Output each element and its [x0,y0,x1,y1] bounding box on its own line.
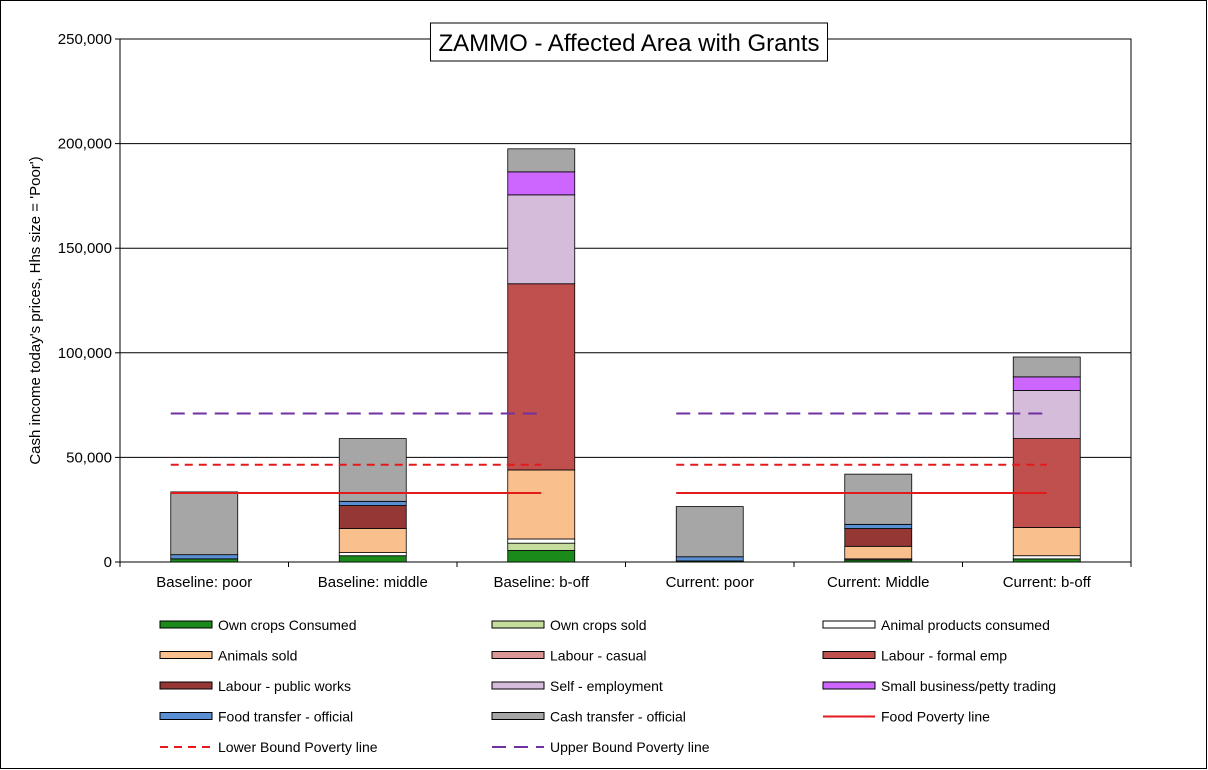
bar-segment [338,555,407,563]
bar-segment [507,542,576,551]
legend-label: Lower Bound Poverty line [218,739,378,755]
bar-segment [844,545,913,560]
bar-segment [1012,390,1081,439]
chart-title: ZAMMO - Affected Area with Grants [438,30,819,57]
x-tick-label: Current: Middle [827,574,930,591]
bar-segment [675,556,744,562]
legend-swatch [159,651,213,659]
bar-segment [507,469,576,540]
axes: 0 50,000 100,000 150,000 200,000 250,000 Basel… [58,31,1132,591]
legend: Own crops Consumed Own crops sold Animal p… [159,617,1056,755]
y-tick-label: 250,000 [58,31,112,48]
legend-swatch [491,712,545,720]
y-tick-label: 50,000 [66,449,112,466]
x-tick-label: Baseline: middle [318,574,428,591]
x-tick-label: Baseline: poor [156,574,252,591]
bar-segment [507,538,576,544]
bar-segment [338,528,407,553]
bar-segment [1012,356,1081,378]
legend-label: Animals sold [218,648,297,664]
legend-label: Own crops Consumed [218,617,357,633]
y-tick-label: 150,000 [58,240,112,257]
poverty-lines [170,412,1047,494]
y-axis-title: Cash income today's prices, Hhs size = '… [27,156,44,464]
x-tick-label: Baseline: b-off [493,574,589,591]
legend-label: Labour - public works [218,678,351,694]
legend-label: Small business/petty trading [881,678,1056,694]
legend-label: Own crops sold [550,617,646,633]
legend-swatch [822,620,876,629]
legend-label: Upper Bound Poverty line [550,739,710,755]
bar-segment [170,554,239,560]
legend-swatch [822,651,876,659]
bars [170,148,1081,563]
legend-label: Labour - formal emp [881,648,1007,664]
bar-segment [338,500,407,506]
bar-segment [507,550,576,563]
bar-segment [1012,376,1081,391]
legend-label: Animal products consumed [881,617,1050,633]
legend-label: Food Poverty line [881,709,990,725]
bar-segment [170,491,239,556]
title-box [429,22,829,62]
bar-segment [1012,527,1081,557]
legend-swatch [822,681,876,690]
bar-segment [338,438,407,502]
legend-label: Self - employment [550,678,663,694]
y-tick-label: 0 [104,554,112,571]
bar-segment [338,505,407,529]
bar-segment [1012,555,1081,560]
title-group: ZAMMO - Affected Area with Grants [429,22,829,62]
legend-swatch [159,620,213,629]
legend-swatch [491,651,545,659]
legend-swatch [159,681,213,690]
bar-segment [507,171,576,196]
bar-segment [844,528,913,547]
bar-segment [338,552,407,557]
legend-swatch [159,712,213,720]
x-tick-label: Current: b-off [1003,574,1092,591]
legend-swatch [491,620,545,629]
bar-segment [1012,438,1081,528]
bar-segment [844,523,913,529]
bar-segment [170,558,239,563]
bar-segment [844,473,913,525]
legend-swatch [491,681,545,690]
bar-segment [507,148,576,173]
x-tick-label: Current: poor [666,574,754,591]
bar-segment [675,506,744,558]
legend-label: Cash transfer - official [550,709,686,725]
legend-label: Food transfer - official [218,709,353,725]
y-tick-label: 200,000 [58,136,112,153]
legend-label: Labour - casual [550,648,647,664]
bar-segment [1012,558,1081,563]
bar-segment [507,283,576,471]
bar-segment [507,194,576,285]
y-tick-label: 100,000 [58,345,112,362]
